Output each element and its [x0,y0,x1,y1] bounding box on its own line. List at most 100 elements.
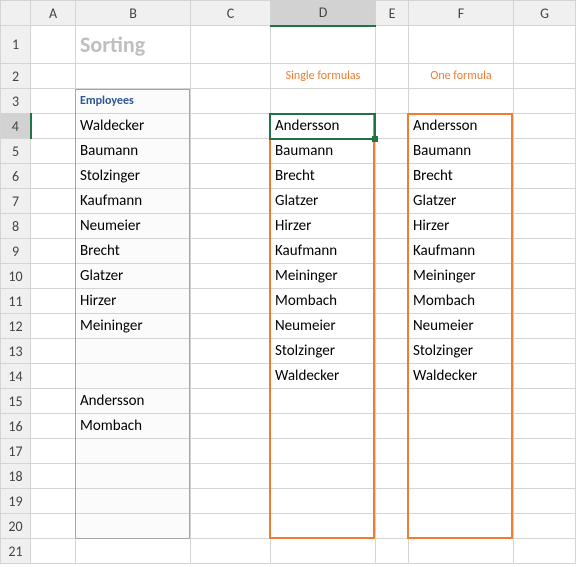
cell-E18[interactable] [376,464,409,489]
row-header-21[interactable]: 21 [1,539,31,564]
cell-D6[interactable]: Brecht [271,164,376,189]
cell-E9[interactable] [376,239,409,264]
cell-D12[interactable]: Neumeier [271,314,376,339]
cell-C5[interactable] [191,139,271,164]
cell-A6[interactable] [31,164,76,189]
cell-A12[interactable] [31,314,76,339]
cell-B7[interactable]: Kaufmann [76,189,191,214]
cell-C8[interactable] [191,214,271,239]
cell-A2[interactable] [31,64,76,89]
cell-B21[interactable] [76,539,191,564]
cell-B15[interactable]: Andersson [76,389,191,414]
cell-B13[interactable] [76,339,191,364]
cell-G21[interactable] [514,539,576,564]
select-all-corner[interactable] [1,1,31,26]
cell-D7[interactable]: Glatzer [271,189,376,214]
cell-F18[interactable] [409,464,514,489]
cell-A11[interactable] [31,289,76,314]
cell-G7[interactable] [514,189,576,214]
cell-F7[interactable]: Glatzer [409,189,514,214]
cell-C4[interactable] [191,114,271,139]
cell-A8[interactable] [31,214,76,239]
cell-A21[interactable] [31,539,76,564]
cell-E19[interactable] [376,489,409,514]
row-header-8[interactable]: 8 [1,214,31,239]
cell-B18[interactable] [76,464,191,489]
cell-D2[interactable]: Single formulas [271,64,376,89]
cell-E3[interactable] [376,89,409,114]
cell-C2[interactable] [191,64,271,89]
cell-E21[interactable] [376,539,409,564]
cell-G11[interactable] [514,289,576,314]
row-header-10[interactable]: 10 [1,264,31,289]
cell-G5[interactable] [514,139,576,164]
cell-B16[interactable]: Mombach [76,414,191,439]
cell-D10[interactable]: Meininger [271,264,376,289]
cell-F13[interactable]: Stolzinger [409,339,514,364]
cell-A7[interactable] [31,189,76,214]
row-header-16[interactable]: 16 [1,414,31,439]
cell-C14[interactable] [191,364,271,389]
cell-B17[interactable] [76,439,191,464]
cell-E1[interactable] [376,26,409,64]
cell-G3[interactable] [514,89,576,114]
cell-E14[interactable] [376,364,409,389]
cell-D14[interactable]: Waldecker [271,364,376,389]
cell-A9[interactable] [31,239,76,264]
row-header-6[interactable]: 6 [1,164,31,189]
cell-D16[interactable] [271,414,376,439]
cell-B9[interactable]: Brecht [76,239,191,264]
cell-E12[interactable] [376,314,409,339]
cell-F3[interactable] [409,89,514,114]
cell-D4[interactable]: Andersson [271,114,376,139]
col-header-A[interactable]: A [31,1,76,26]
cell-B14[interactable] [76,364,191,389]
cell-F2[interactable]: One formula [409,64,514,89]
cell-C18[interactable] [191,464,271,489]
cell-D20[interactable] [271,514,376,539]
cell-G16[interactable] [514,414,576,439]
cell-G14[interactable] [514,364,576,389]
cell-F15[interactable] [409,389,514,414]
cell-E11[interactable] [376,289,409,314]
row-header-15[interactable]: 15 [1,389,31,414]
cell-A1[interactable] [31,26,76,64]
cell-C21[interactable] [191,539,271,564]
row-header-19[interactable]: 19 [1,489,31,514]
cell-F8[interactable]: Hirzer [409,214,514,239]
cell-A13[interactable] [31,339,76,364]
cell-F6[interactable]: Brecht [409,164,514,189]
cell-B6[interactable]: Stolzinger [76,164,191,189]
cell-B5[interactable]: Baumann [76,139,191,164]
cell-C6[interactable] [191,164,271,189]
cell-D3[interactable] [271,89,376,114]
cell-C16[interactable] [191,414,271,439]
cell-D19[interactable] [271,489,376,514]
cell-C20[interactable] [191,514,271,539]
cell-D1[interactable] [271,26,376,64]
cell-A14[interactable] [31,364,76,389]
cell-E20[interactable] [376,514,409,539]
cell-E7[interactable] [376,189,409,214]
cell-G13[interactable] [514,339,576,364]
cell-G2[interactable] [514,64,576,89]
cell-B3[interactable]: Employees [76,89,191,114]
cell-D5[interactable]: Baumann [271,139,376,164]
cell-A19[interactable] [31,489,76,514]
grid[interactable]: A B C D E F G 1 Sorting 2 Single formula… [0,0,576,564]
col-header-F[interactable]: F [409,1,514,26]
cell-A4[interactable] [31,114,76,139]
cell-G6[interactable] [514,164,576,189]
cell-F12[interactable]: Neumeier [409,314,514,339]
cell-E16[interactable] [376,414,409,439]
cell-F11[interactable]: Mombach [409,289,514,314]
cell-G15[interactable] [514,389,576,414]
cell-F9[interactable]: Kaufmann [409,239,514,264]
cell-C10[interactable] [191,264,271,289]
cell-C9[interactable] [191,239,271,264]
col-header-B[interactable]: B [76,1,191,26]
row-header-7[interactable]: 7 [1,189,31,214]
cell-F21[interactable] [409,539,514,564]
cell-F14[interactable]: Waldecker [409,364,514,389]
cell-A16[interactable] [31,414,76,439]
